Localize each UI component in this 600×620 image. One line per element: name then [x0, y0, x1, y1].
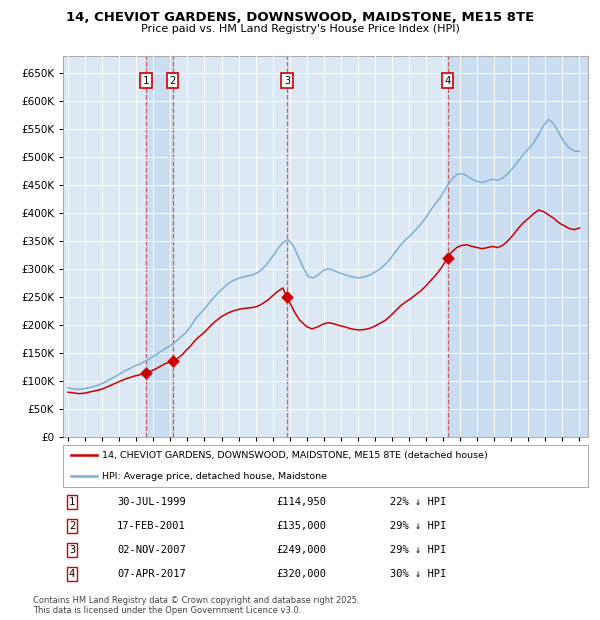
- Point: [141, 368, 151, 378]
- Text: 22% ↓ HPI: 22% ↓ HPI: [390, 497, 446, 507]
- Text: £114,950: £114,950: [276, 497, 326, 507]
- Text: 3: 3: [284, 76, 290, 86]
- Text: Contains HM Land Registry data © Crown copyright and database right 2025.
This d: Contains HM Land Registry data © Crown c…: [33, 596, 359, 615]
- Text: 29% ↓ HPI: 29% ↓ HPI: [390, 545, 446, 555]
- Text: 1: 1: [69, 497, 75, 507]
- Text: 29% ↓ HPI: 29% ↓ HPI: [390, 521, 446, 531]
- Text: 02-NOV-2007: 02-NOV-2007: [117, 545, 186, 555]
- Text: £249,000: £249,000: [276, 545, 326, 555]
- Text: 2: 2: [169, 76, 176, 86]
- Text: 1: 1: [143, 76, 149, 86]
- Text: Price paid vs. HM Land Registry's House Price Index (HPI): Price paid vs. HM Land Registry's House …: [140, 24, 460, 33]
- Point: [282, 293, 292, 303]
- Text: 30-JUL-1999: 30-JUL-1999: [117, 497, 186, 507]
- Text: 30% ↓ HPI: 30% ↓ HPI: [390, 569, 446, 579]
- Bar: [448, 56, 588, 437]
- Text: 4: 4: [445, 76, 451, 86]
- Text: £320,000: £320,000: [276, 569, 326, 579]
- Bar: [146, 56, 173, 437]
- Text: HPI: Average price, detached house, Maidstone: HPI: Average price, detached house, Maid…: [103, 472, 328, 480]
- Point: [443, 253, 452, 263]
- Text: 14, CHEVIOT GARDENS, DOWNSWOOD, MAIDSTONE, ME15 8TE: 14, CHEVIOT GARDENS, DOWNSWOOD, MAIDSTON…: [66, 11, 534, 24]
- Text: 17-FEB-2001: 17-FEB-2001: [117, 521, 186, 531]
- Text: £135,000: £135,000: [276, 521, 326, 531]
- Text: 2: 2: [69, 521, 75, 531]
- Point: [168, 356, 178, 366]
- Text: 07-APR-2017: 07-APR-2017: [117, 569, 186, 579]
- Text: 3: 3: [69, 545, 75, 555]
- Text: 14, CHEVIOT GARDENS, DOWNSWOOD, MAIDSTONE, ME15 8TE (detached house): 14, CHEVIOT GARDENS, DOWNSWOOD, MAIDSTON…: [103, 451, 488, 459]
- Text: 4: 4: [69, 569, 75, 579]
